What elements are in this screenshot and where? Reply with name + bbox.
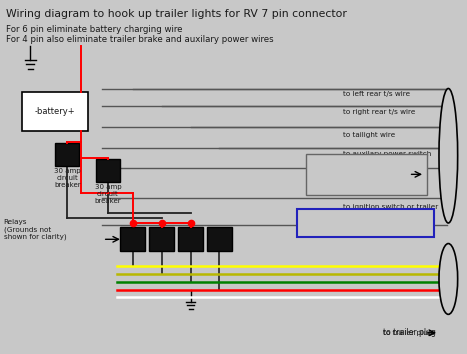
Ellipse shape	[439, 88, 458, 223]
Bar	[55, 143, 79, 166]
Text: to auxilary power switch: to auxilary power switch	[343, 151, 432, 157]
Bar	[207, 227, 232, 251]
Bar	[22, 92, 88, 131]
Text: For 4 pin also eliminate trailer brake and auxilary power wires: For 4 pin also eliminate trailer brake a…	[6, 35, 273, 44]
Bar	[96, 159, 120, 182]
Bar	[178, 227, 203, 251]
Bar	[149, 227, 174, 251]
Ellipse shape	[439, 244, 458, 314]
Bar	[306, 154, 427, 195]
Text: to trailer plug: to trailer plug	[383, 331, 432, 336]
Text: to right rear t/s wire: to right rear t/s wire	[343, 109, 416, 114]
Text: 30 amp
circuit
breaker: 30 amp circuit breaker	[94, 184, 121, 204]
Text: to left rear t/s wire: to left rear t/s wire	[343, 91, 410, 97]
Text: For 6 pin eliminate battery charging wire: For 6 pin eliminate battery charging wir…	[6, 25, 182, 34]
Bar	[120, 227, 145, 251]
Text: to ignition switch or trailer
battery charging switch: to ignition switch or trailer battery ch…	[343, 204, 439, 217]
Text: to trailer plug: to trailer plug	[383, 328, 436, 337]
Text: Relays
(Grounds not
shown for clarity): Relays (Grounds not shown for clarity)	[4, 219, 66, 240]
Text: 30 amp
circuit
breaker: 30 amp circuit breaker	[54, 168, 81, 188]
Bar	[297, 209, 434, 237]
Text: Wiring diagram to hook up trailer lights for RV 7 pin connector: Wiring diagram to hook up trailer lights…	[6, 9, 347, 19]
Text: to tailight wire: to tailight wire	[343, 132, 396, 137]
Text: to trailer brake controller: to trailer brake controller	[343, 227, 434, 233]
Text: through firewall to
connect inside cab: through firewall to connect inside cab	[343, 174, 411, 187]
Text: -battery+: -battery+	[35, 107, 75, 116]
